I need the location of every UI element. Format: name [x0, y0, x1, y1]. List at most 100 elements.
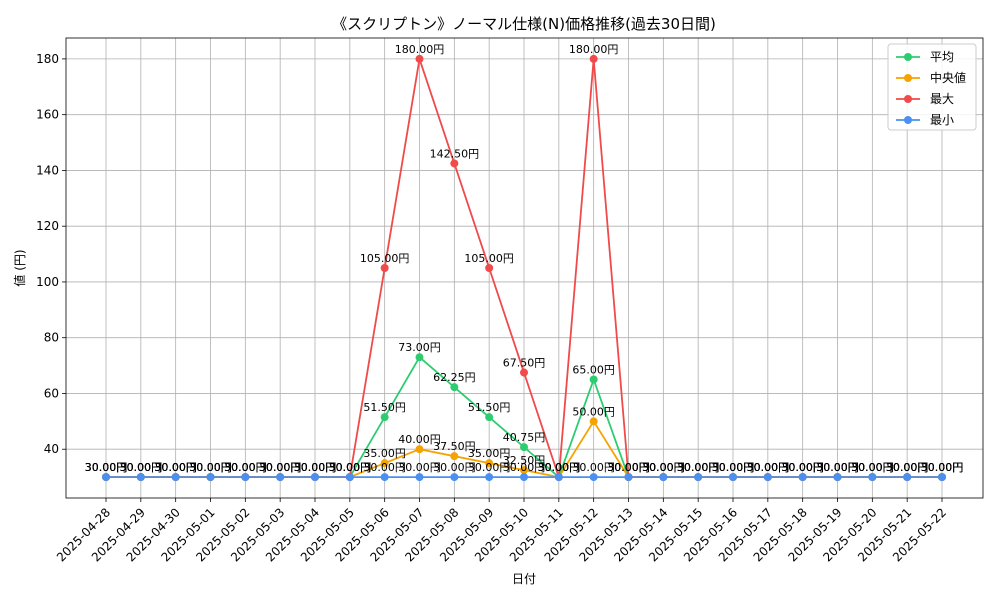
- data-label: 30.00円: [677, 461, 720, 474]
- data-label: 30.00円: [886, 461, 929, 474]
- data-point: [171, 473, 180, 482]
- data-label: 30.00円: [851, 461, 894, 474]
- data-point: [520, 473, 528, 482]
- data-label: 35.00円: [468, 447, 511, 460]
- data-point: [276, 473, 285, 482]
- data-label: 30.00円: [816, 461, 859, 474]
- data-label: 30.00円: [781, 461, 824, 474]
- y-axis-label: 値 (円): [12, 249, 27, 286]
- data-label: 30.00円: [189, 461, 232, 474]
- data-label: 180.00円: [569, 43, 619, 56]
- data-point: [589, 417, 598, 426]
- data-point: [450, 473, 459, 482]
- data-label: 35.00円: [363, 447, 406, 460]
- data-label: 30.00円: [712, 461, 755, 474]
- series-lines: [102, 54, 946, 482]
- data-label: 30.00円: [85, 461, 128, 474]
- data-label: 30.00円: [224, 461, 267, 474]
- data-point: [485, 413, 494, 422]
- data-label: 30.00円: [851, 461, 894, 474]
- data-label: 30.00円: [886, 461, 929, 474]
- data-label: 30.00円: [607, 461, 650, 474]
- data-label: 30.00円: [677, 461, 720, 474]
- data-label: 62.25円: [433, 371, 476, 384]
- data-label: 30.00円: [189, 461, 232, 474]
- data-point: [520, 368, 528, 377]
- y-tick-label: 140: [36, 163, 59, 177]
- data-label: 30.00円: [85, 461, 128, 474]
- y-axis-ticks: 40 60 80 100 120 140 160 180: [36, 52, 66, 456]
- data-label: 30.00円: [747, 461, 790, 474]
- legend-entry: 中央値: [930, 70, 966, 85]
- y-tick-label: 60: [44, 386, 59, 400]
- legend-marker: [904, 95, 912, 103]
- data-label: 30.00円: [329, 461, 372, 474]
- data-label: 50.00円: [572, 405, 615, 418]
- y-tick-label: 40: [44, 442, 59, 456]
- data-point: [415, 445, 424, 454]
- data-point: [206, 473, 215, 482]
- data-point: [659, 473, 668, 482]
- data-label: 30.00円: [747, 461, 790, 474]
- data-label: 30.00円: [294, 461, 337, 474]
- grid: [66, 38, 983, 498]
- data-label: 30.00円: [781, 461, 824, 474]
- data-point: [450, 452, 459, 461]
- data-label: 30.00円: [607, 461, 650, 474]
- data-label: 30.00円: [85, 461, 128, 474]
- data-label: 51.50円: [468, 401, 511, 414]
- legend-marker: [904, 116, 912, 124]
- data-point: [520, 466, 528, 475]
- data-point: [624, 473, 633, 482]
- data-label: 30.00円: [538, 461, 581, 474]
- data-point: [729, 473, 737, 482]
- data-label: 30.00円: [781, 461, 824, 474]
- data-label: 30.00円: [712, 461, 755, 474]
- data-label: 30.00円: [538, 461, 581, 474]
- data-point: [868, 473, 877, 482]
- data-label: 30.00円: [468, 461, 511, 474]
- data-label: 30.00円: [259, 461, 302, 474]
- data-label: 30.00円: [294, 461, 337, 474]
- chart-title: 《スクリプトン》ノーマル仕様(N)価格推移(過去30日間): [332, 15, 716, 33]
- data-label: 30.00円: [886, 461, 929, 474]
- data-label: 30.00円: [781, 461, 824, 474]
- data-label: 30.00円: [921, 461, 964, 474]
- data-label: 30.00円: [712, 461, 755, 474]
- data-label: 30.00円: [294, 461, 337, 474]
- data-label: 30.00円: [921, 461, 964, 474]
- data-label: 40.75円: [503, 431, 546, 444]
- data-point: [415, 54, 424, 63]
- legend-entry: 最小: [930, 113, 954, 127]
- data-point: [694, 473, 703, 482]
- legend-entry: 平均: [930, 50, 954, 64]
- data-label: 67.50円: [503, 357, 546, 370]
- data-label: 30.00円: [120, 461, 163, 474]
- data-label: 30.00円: [363, 461, 406, 474]
- data-label: 30.00円: [747, 461, 790, 474]
- data-point: [380, 264, 389, 272]
- y-tick-label: 160: [36, 108, 59, 122]
- data-label: 30.00円: [189, 461, 232, 474]
- data-point: [102, 473, 110, 482]
- data-point: [380, 473, 389, 482]
- data-label: 30.00円: [154, 461, 197, 474]
- y-tick-label: 180: [36, 52, 59, 66]
- data-point: [938, 473, 946, 482]
- y-tick-label: 120: [36, 219, 59, 233]
- legend-entry: 最大: [930, 92, 954, 106]
- data-point: [763, 473, 772, 482]
- x-axis-label: 日付: [512, 572, 536, 586]
- data-point: [450, 159, 459, 168]
- data-label: 30.00円: [259, 461, 302, 474]
- data-label: 105.00円: [360, 252, 410, 265]
- data-point: [589, 473, 598, 482]
- data-point: [345, 473, 354, 482]
- data-label: 30.00円: [816, 461, 859, 474]
- data-label: 30.00円: [398, 461, 441, 474]
- data-label: 30.00円: [120, 461, 163, 474]
- data-label: 30.00円: [677, 461, 720, 474]
- y-tick-label: 80: [44, 331, 59, 345]
